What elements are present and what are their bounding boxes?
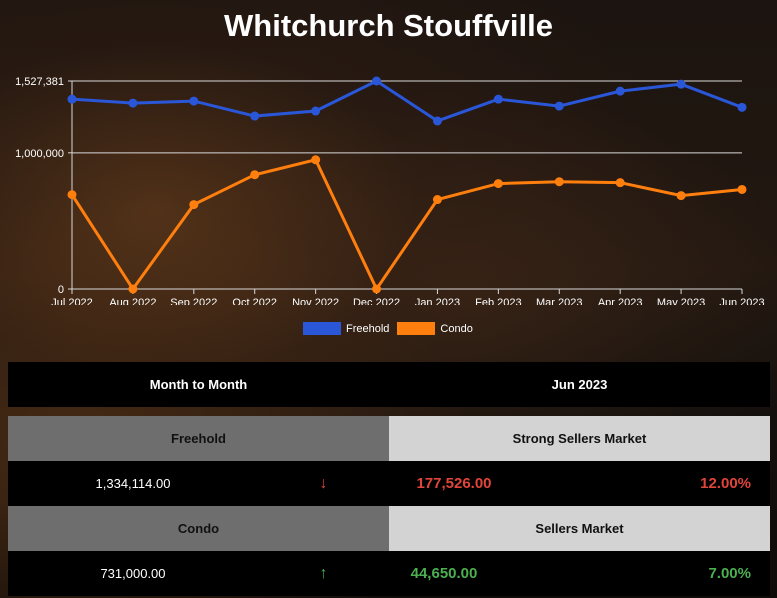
x-tick-label: Sep 2022 — [170, 297, 217, 305]
x-tick-label: Jun 2023 — [719, 297, 764, 305]
data-point — [432, 195, 442, 205]
chart-series — [67, 76, 747, 294]
legend-item-freehold[interactable]: Freehold — [303, 322, 389, 335]
data-point — [67, 190, 77, 200]
freehold-label: Freehold — [8, 416, 389, 461]
page-title: Whitchurch Stouffville — [224, 8, 553, 43]
condo-value-row: 731,000.00 ↑ 44,650.00 7.00% — [8, 551, 770, 596]
freehold-change: 177,526.00 — [416, 475, 492, 492]
data-point — [737, 102, 747, 112]
x-tick-label: Nov 2022 — [292, 297, 339, 305]
legend-swatch-freehold — [303, 322, 341, 335]
y-tick-label: 1,000,000 — [15, 148, 64, 160]
freehold-label-row: Freehold Strong Sellers Market — [8, 416, 770, 461]
summary-header-row: Month to Month Jun 2023 — [8, 362, 770, 407]
arrow-up-icon: ↑ — [319, 564, 328, 582]
series-line-freehold — [71, 79, 743, 123]
data-point — [615, 178, 625, 188]
freehold-market-status: Strong Sellers Market — [389, 416, 770, 461]
legend-label: Condo — [440, 322, 473, 335]
data-point — [432, 116, 442, 126]
data-point — [554, 101, 564, 111]
y-tick-label: 0 — [58, 284, 64, 296]
x-tick-label: Dec 2022 — [353, 297, 400, 305]
series-line-condo — [70, 158, 743, 293]
legend-swatch-condo — [397, 322, 436, 335]
data-point — [128, 284, 138, 294]
line-chart: 0 1,000,000 1,527,381 Jul 2022 Aug 2022 Sep 2… — [15, 76, 765, 305]
chart-legend: Freehold Condo — [303, 322, 481, 335]
x-tick-label: Mar 2023 — [536, 297, 582, 305]
data-point — [493, 179, 503, 189]
x-tick-label: Oct 2022 — [232, 297, 277, 305]
data-point — [311, 106, 321, 116]
data-point — [372, 284, 382, 294]
data-point — [372, 76, 382, 86]
data-point — [250, 111, 260, 121]
period-header: Jun 2023 — [551, 377, 608, 392]
data-point — [311, 155, 321, 165]
condo-market-status: Sellers Market — [389, 506, 770, 551]
freehold-price: 1,334,114.00 — [95, 476, 171, 491]
condo-price: 731,000.00 — [100, 566, 166, 581]
x-tick-label: May 2023 — [657, 297, 705, 305]
condo-label-row: Condo Sellers Market — [8, 506, 770, 551]
y-tick-label: 1,527,381 — [15, 76, 64, 88]
data-point — [737, 184, 747, 194]
condo-percent: 7.00% — [708, 565, 751, 582]
x-tick-label: Feb 2023 — [475, 297, 521, 305]
x-tick-label: Jan 2023 — [415, 297, 460, 305]
condo-label: Condo — [8, 506, 389, 551]
data-point — [676, 79, 686, 89]
chart-axes: 0 1,000,000 1,527,381 Jul 2022 Aug 2022 Sep 2… — [15, 76, 765, 305]
data-point — [128, 98, 138, 108]
summary-panel: Month to Month Jun 2023 Freehold Strong … — [8, 362, 770, 596]
condo-change: 44,650.00 — [410, 565, 478, 582]
data-point — [554, 177, 564, 187]
data-point — [615, 86, 625, 96]
arrow-down-icon: ↓ — [319, 474, 328, 492]
chart-grid — [72, 80, 742, 154]
data-point — [189, 96, 199, 106]
data-point — [493, 94, 503, 104]
x-tick-label: Jul 2022 — [51, 297, 93, 305]
freehold-value-row: 1,334,114.00 ↓ 177,526.00 12.00% — [8, 461, 770, 506]
data-point — [67, 94, 77, 104]
month-to-month-header: Month to Month — [149, 377, 248, 392]
legend-item-condo[interactable]: Condo — [397, 322, 473, 335]
x-tick-label: Apr 2023 — [598, 297, 643, 305]
legend-label: Freehold — [346, 322, 390, 335]
data-point — [676, 191, 686, 201]
data-point — [250, 170, 260, 180]
freehold-percent: 12.00% — [700, 475, 751, 492]
x-tick-label: Aug 2022 — [109, 297, 156, 305]
data-point — [189, 200, 199, 210]
